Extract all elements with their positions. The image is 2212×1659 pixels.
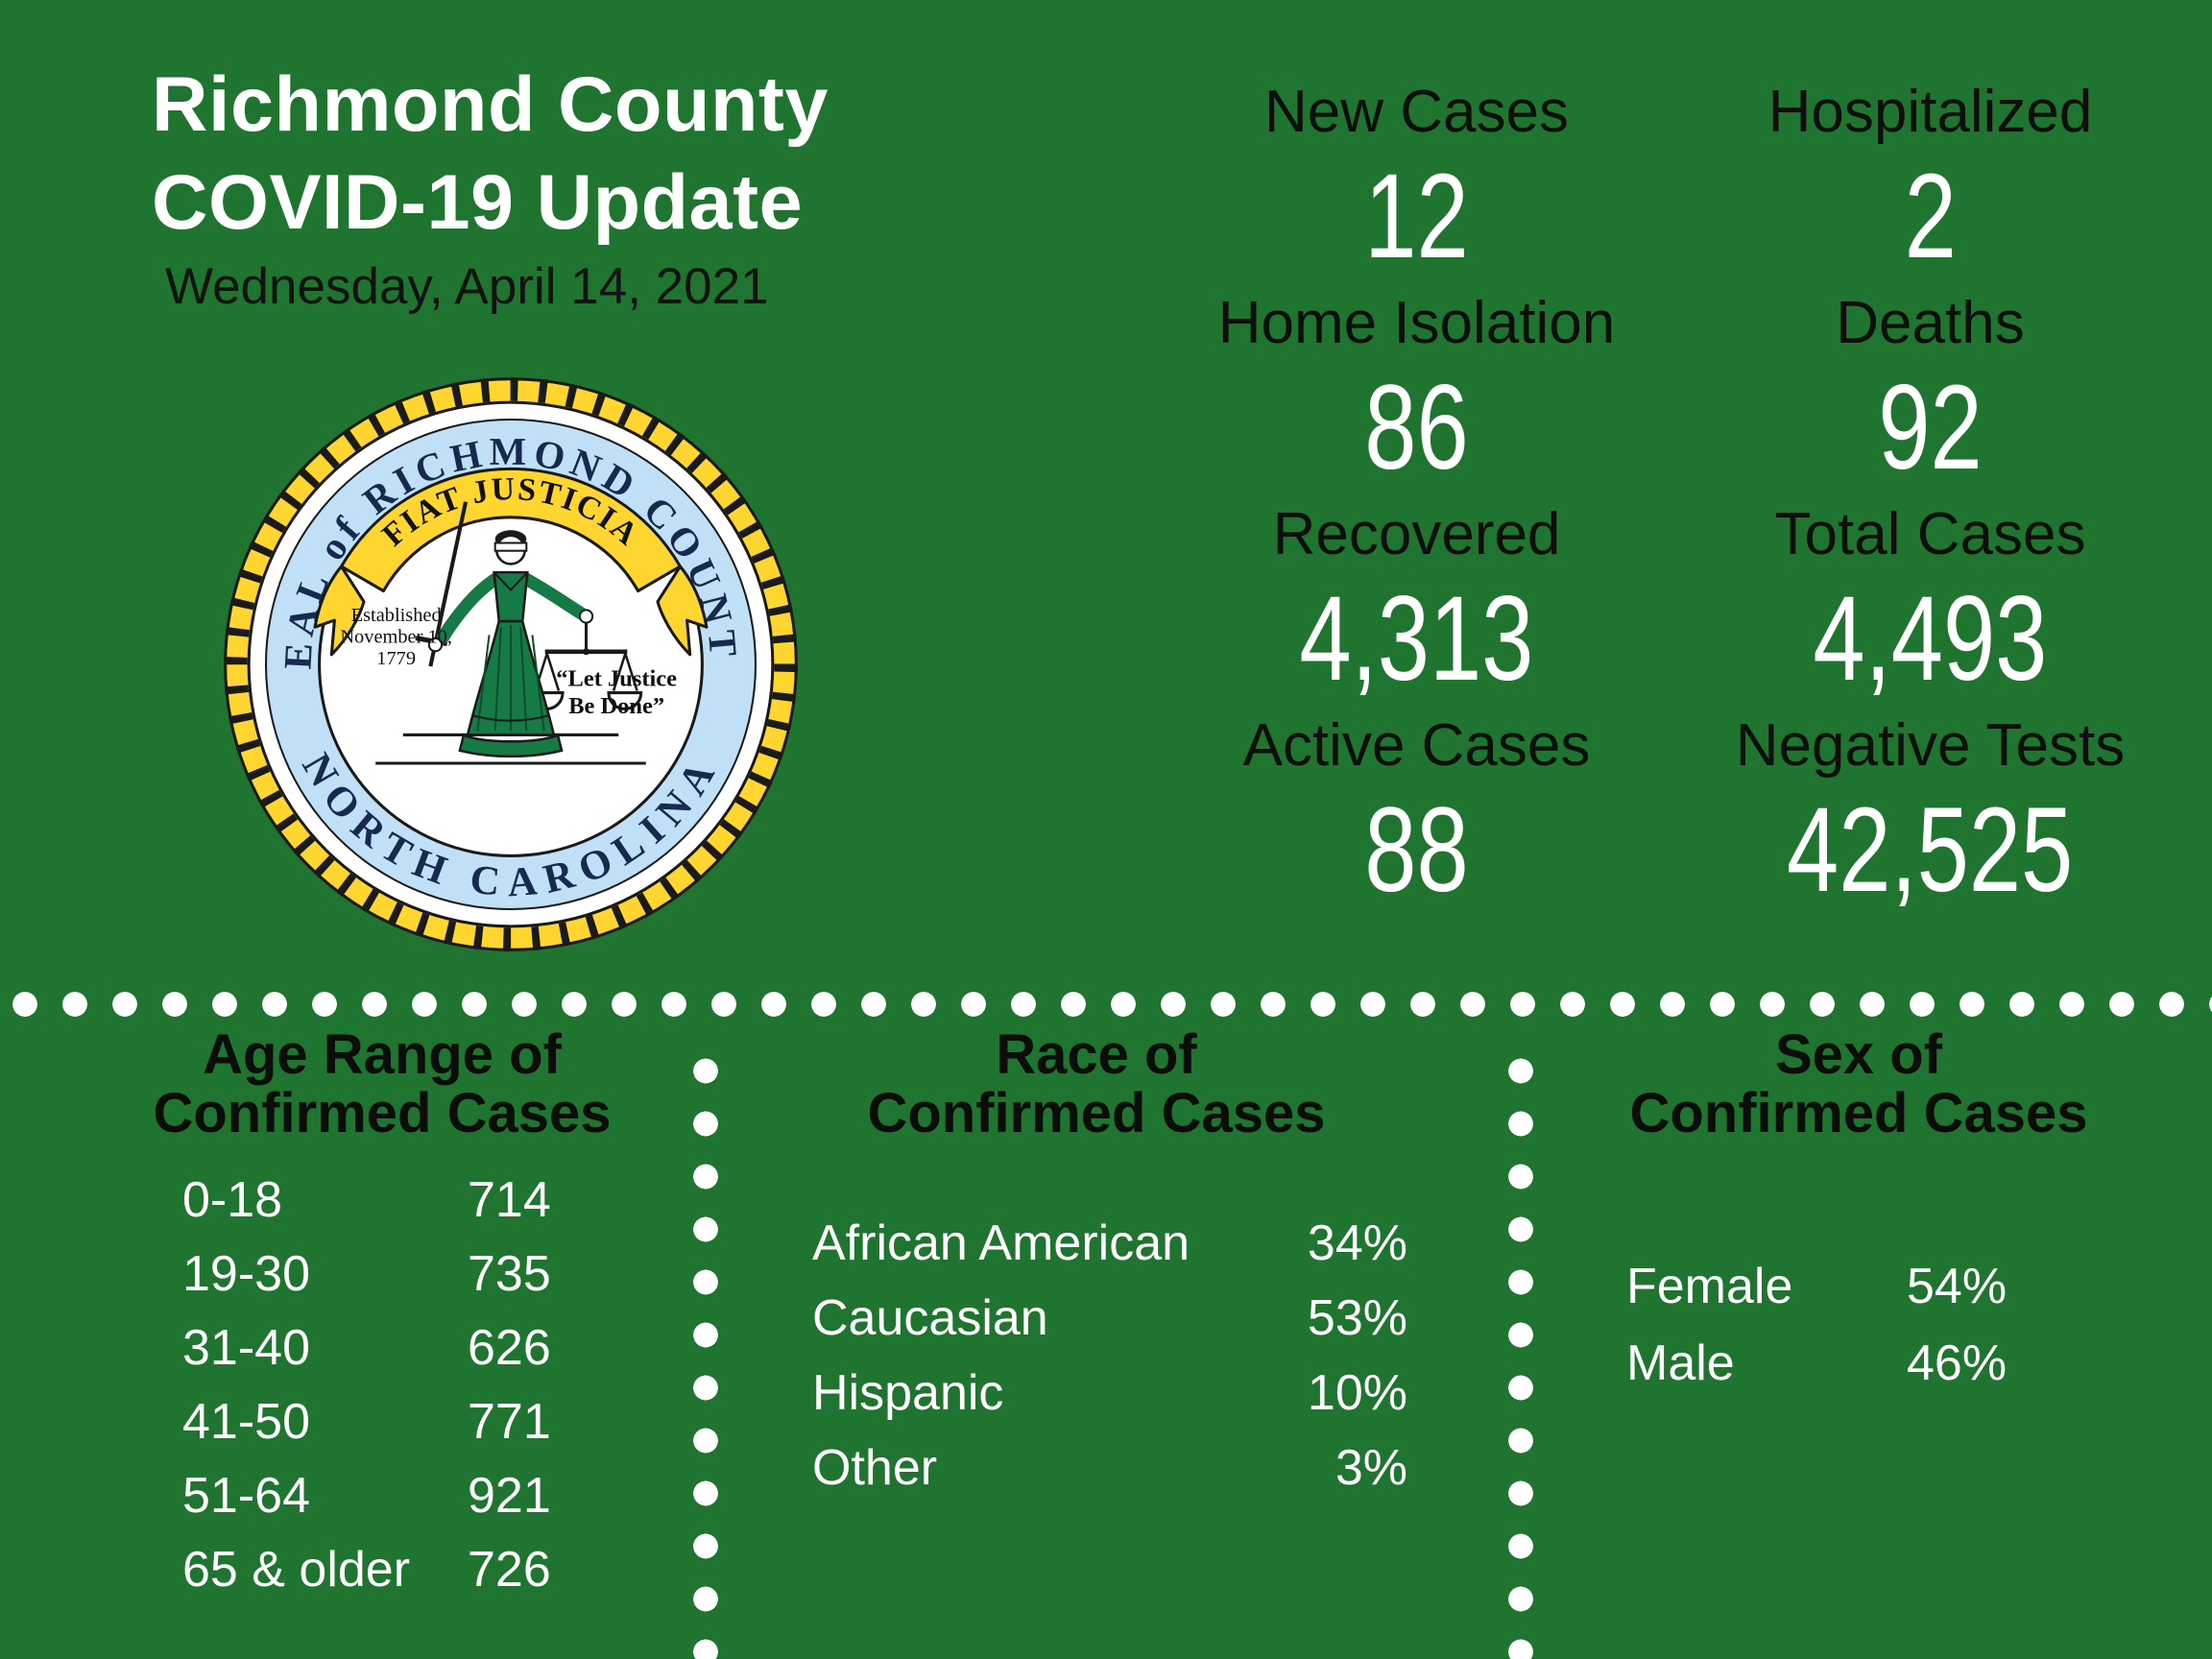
age-range-label: 65 & older (182, 1542, 411, 1598)
race-label: Hispanic (812, 1365, 1004, 1421)
lady-justice-figure (415, 501, 643, 758)
dotted-divider-horizontal (0, 992, 2212, 1017)
svg-text:1779: 1779 (376, 648, 416, 669)
age-range-value: 714 (468, 1172, 551, 1228)
race-value: 53% (1307, 1290, 1407, 1346)
race-value: 34% (1307, 1215, 1407, 1271)
race-table: African American 34% Caucasian 53% Hispa… (812, 1206, 1407, 1505)
stat-value: 2 (1904, 150, 1957, 283)
age-range-label: 19-30 (182, 1246, 310, 1302)
table-row: African American 34% (812, 1206, 1407, 1281)
age-table: 0-18 714 19-30 735 31-40 626 41-50 771 5… (182, 1164, 586, 1607)
stat-value: 4,493 (1813, 572, 2048, 706)
table-row: Male 46% (1626, 1325, 2106, 1402)
sex-section-title: Sex of Confirmed Cases (1629, 1023, 2088, 1144)
table-row: 41-50 771 (182, 1385, 586, 1459)
age-range-value: 726 (468, 1542, 551, 1598)
race-section-title: Race of Confirmed Cases (867, 1023, 1326, 1144)
table-row: Hispanic 10% (812, 1356, 1407, 1431)
stat-hospitalized: Hospitalized 2 (1673, 58, 2187, 283)
stat-total-cases: Total Cases 4,493 (1673, 480, 2187, 706)
table-row: 19-30 735 (182, 1238, 586, 1311)
sex-value: 54% (1907, 1259, 2008, 1314)
stat-label: Deaths (1836, 290, 2025, 356)
table-row: Caucasian 53% (812, 1281, 1407, 1356)
table-row: 31-40 626 (182, 1311, 586, 1385)
stat-value: 12 (1364, 150, 1469, 283)
age-range-label: 51-64 (182, 1468, 310, 1524)
age-range-value: 735 (468, 1246, 551, 1302)
table-row: Female 54% (1626, 1248, 2106, 1325)
race-value: 10% (1307, 1365, 1407, 1421)
stat-label: Negative Tests (1735, 712, 2126, 779)
page-title-line2: COVID-19 Update (152, 159, 804, 246)
stat-new-cases: New Cases 12 (1160, 58, 1673, 283)
stats-grid: New Cases 12 Hospitalized 2 Home Isolati… (1160, 58, 2187, 917)
page-title: Richmond County COVID-19 Update (152, 56, 829, 252)
stat-label: Home Isolation (1217, 290, 1616, 356)
race-label: Caucasian (812, 1290, 1048, 1346)
age-section-title: Age Range of Confirmed Cases (153, 1023, 612, 1144)
age-range-value: 771 (468, 1394, 551, 1450)
dotted-divider-vertical-right (1508, 1045, 1533, 1659)
stat-value: 92 (1878, 361, 1983, 494)
sex-table: Female 54% Male 46% (1626, 1248, 2106, 1402)
svg-text:Be Done”: Be Done” (568, 693, 664, 719)
page-title-line1: Richmond County (152, 61, 829, 148)
table-row: Other 3% (812, 1431, 1407, 1505)
age-range-label: 0-18 (182, 1172, 283, 1228)
table-row: 51-64 921 (182, 1459, 586, 1533)
sex-label: Male (1626, 1335, 1735, 1391)
stat-label: Hospitalized (1767, 79, 2093, 145)
age-range-label: 41-50 (182, 1394, 310, 1450)
table-row: 65 & older 726 (182, 1533, 586, 1607)
stat-label: Recovered (1272, 501, 1561, 567)
stat-value: 88 (1364, 783, 1469, 917)
race-label: Other (812, 1440, 938, 1496)
svg-text:November 10,: November 10, (340, 627, 452, 648)
stat-label: Total Cases (1774, 501, 2086, 567)
seal-motto-text: “Let Justice Be Done” (556, 665, 677, 719)
stat-home-isolation: Home Isolation 86 (1160, 269, 1673, 494)
sex-label: Female (1626, 1259, 1793, 1314)
seal-established-text: Established November 10, 1779 (340, 605, 452, 669)
race-label: African American (812, 1215, 1190, 1271)
stat-active-cases: Active Cases 88 (1160, 691, 1673, 917)
stat-value: 4,313 (1299, 572, 1534, 706)
svg-text:“Let Justice: “Let Justice (556, 665, 677, 691)
stat-recovered: Recovered 4,313 (1160, 480, 1673, 706)
seal-rope-ring (224, 377, 798, 951)
richmond-county-seal-icon: SEAL of RICHMOND COUNTY NORTH CAROLINA F… (217, 371, 798, 951)
table-row: 0-18 714 (182, 1164, 586, 1238)
date-text: Wednesday, April 14, 2021 (165, 258, 769, 315)
stat-value: 42,525 (1787, 783, 2074, 917)
sex-value: 46% (1907, 1335, 2008, 1391)
dotted-divider-vertical-left (693, 1045, 718, 1659)
race-value: 3% (1334, 1440, 1407, 1496)
svg-text:Established: Established (351, 605, 442, 626)
stat-label: New Cases (1264, 79, 1569, 145)
stat-label: Active Cases (1242, 712, 1591, 779)
age-range-label: 31-40 (182, 1320, 310, 1376)
stat-value: 86 (1364, 361, 1469, 494)
age-range-value: 626 (468, 1320, 551, 1376)
stat-negative-tests: Negative Tests 42,525 (1673, 691, 2187, 917)
age-range-value: 921 (468, 1468, 551, 1524)
stat-deaths: Deaths 92 (1673, 269, 2187, 494)
